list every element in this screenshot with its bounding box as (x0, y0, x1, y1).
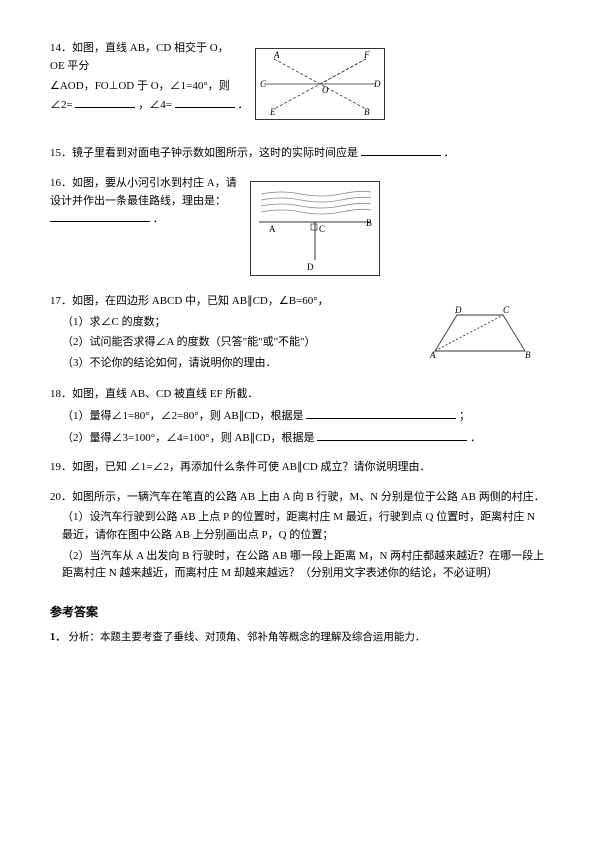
p18-intro: 18．如图，直线 AB、CD 被直线 EF 所截． (50, 388, 258, 400)
p16-intro: 16．如图，要从小河引水到村庄 A，请设计并作出一条最佳路线，理由是： (50, 177, 237, 207)
svg-text:F: F (363, 50, 370, 60)
p16-blank (50, 210, 150, 222)
p18-blank-1 (306, 407, 456, 419)
answer-1: 1． 分析：本题主要考查了垂线、对顶角、邻补角等概念的理解及综合运用能力． (50, 630, 545, 647)
p20-intro: 20．如图所示，一辆汽车在笔直的公路 AB 上由 A 向 B 行驶，M、N 分别… (50, 491, 545, 503)
svg-text:E: E (269, 107, 276, 117)
figure-17: D C A B (425, 303, 535, 361)
p15-blank (361, 144, 441, 156)
figure-14: A F C D E B O (255, 48, 385, 120)
p18-q1-end: ； (459, 410, 470, 422)
svg-text:O: O (322, 85, 329, 95)
figure-16: A B C D (250, 181, 380, 276)
svg-text:D: D (454, 305, 462, 315)
answer-1-head: 1． (50, 632, 66, 643)
p18-q1: （1）量得∠1=80°，∠2=80°，则 AB∥CD，根据是 (62, 410, 304, 422)
p20-q2: （2）当汽车从 A 出发向 B 行驶时，在公路 AB 哪一段上距离 M，N 两村… (62, 550, 544, 580)
problem-14: A F C D E B O 14．如图，直线 AB，CD 相交于 O，OE 平分… (50, 40, 545, 114)
svg-text:A: A (273, 50, 280, 60)
p15-text-1: 15．镜子里看到对面电子钟示数如图所示，这时的实际时间应是 (50, 147, 358, 159)
svg-text:B: B (366, 218, 372, 228)
p17-intro: 17．如图，在四边形 ABCD 中，已知 AB∥CD，∠B=60°， (50, 295, 329, 307)
p20-q1: （1）设汽车行驶到公路 AB 上点 P 的位置时，距离村庄 M 最近，行驶到点 … (62, 511, 535, 541)
p18-blank-2 (317, 429, 467, 441)
problem-20: 20．如图所示，一辆汽车在笔直的公路 AB 上由 A 向 B 行驶，M、N 分别… (50, 489, 545, 583)
p17-q2: （2）试问能否求得∠A 的度数（只答"能"或"不能"） (62, 336, 316, 348)
p14-blank-1 (75, 96, 135, 108)
p17-q1: （1）求∠C 的度数； (62, 316, 166, 328)
svg-text:C: C (319, 224, 325, 234)
svg-text:C: C (503, 305, 510, 315)
svg-text:B: B (364, 107, 370, 117)
problem-18: 18．如图，直线 AB、CD 被直线 EF 所截． （1）量得∠1=80°，∠2… (50, 386, 545, 447)
p14-text-3: ，∠4= (138, 99, 172, 111)
svg-text:D: D (373, 79, 381, 89)
p19-intro: 19．如图，已知 ∠1=∠2，再添加什么条件可使 AB∥CD 成立？请你说明理由… (50, 461, 431, 473)
p14-blank-2 (175, 96, 235, 108)
p14-text-1: 14．如图，直线 AB，CD 相交于 O，OE 平分 (50, 42, 229, 72)
svg-text:A: A (269, 224, 276, 234)
problem-17: 17．如图，在四边形 ABCD 中，已知 AB∥CD，∠B=60°， （1）求∠… (50, 293, 545, 372)
p15-text-2: ． (444, 147, 455, 159)
p18-q2: （2）量得∠3=100°，∠4=100°，则 AB∥CD，根据是 (62, 432, 315, 444)
svg-text:B: B (525, 350, 531, 360)
answer-1-body: 分析：本题主要考查了垂线、对顶角、邻补角等概念的理解及综合运用能力． (68, 632, 425, 643)
problem-19: 19．如图，已知 ∠1=∠2，再添加什么条件可使 AB∥CD 成立？请你说明理由… (50, 459, 545, 477)
problem-16: 16．如图，要从小河引水到村庄 A，请设计并作出一条最佳路线，理由是： ． A … (50, 175, 545, 275)
p17-q3: （3）不论你的结论如何，请说明你的理由． (62, 357, 277, 369)
problem-15: 15．镜子里看到对面电子钟示数如图所示，这时的实际时间应是 ． (50, 144, 545, 163)
p18-q2-end: ． (470, 432, 481, 444)
p14-text-4: ． (237, 99, 248, 111)
svg-text:A: A (429, 350, 436, 360)
svg-text:C: C (260, 79, 267, 89)
p16-intro-end: ． (153, 213, 164, 225)
svg-text:D: D (307, 262, 314, 272)
answers-title: 参考答案 (50, 603, 545, 622)
